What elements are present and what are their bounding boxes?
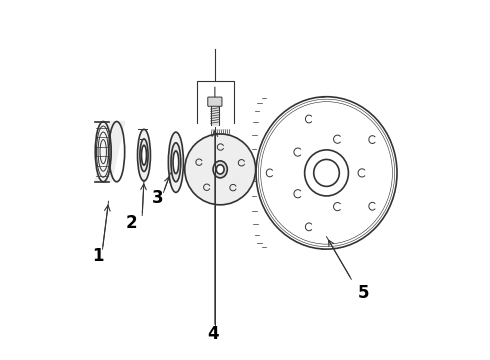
Polygon shape [211,105,219,125]
Text: 2: 2 [126,213,137,231]
Ellipse shape [213,161,227,178]
Ellipse shape [171,143,181,182]
Polygon shape [95,122,124,182]
Ellipse shape [138,129,150,181]
Ellipse shape [140,139,148,171]
Ellipse shape [142,145,147,165]
Ellipse shape [169,132,183,192]
Text: 3: 3 [152,189,164,207]
Circle shape [185,134,256,205]
Ellipse shape [173,151,179,174]
Ellipse shape [95,122,111,182]
Text: 4: 4 [207,325,219,343]
Ellipse shape [216,165,224,174]
Text: 5: 5 [358,284,369,302]
Text: 1: 1 [92,247,104,265]
FancyBboxPatch shape [208,97,222,106]
